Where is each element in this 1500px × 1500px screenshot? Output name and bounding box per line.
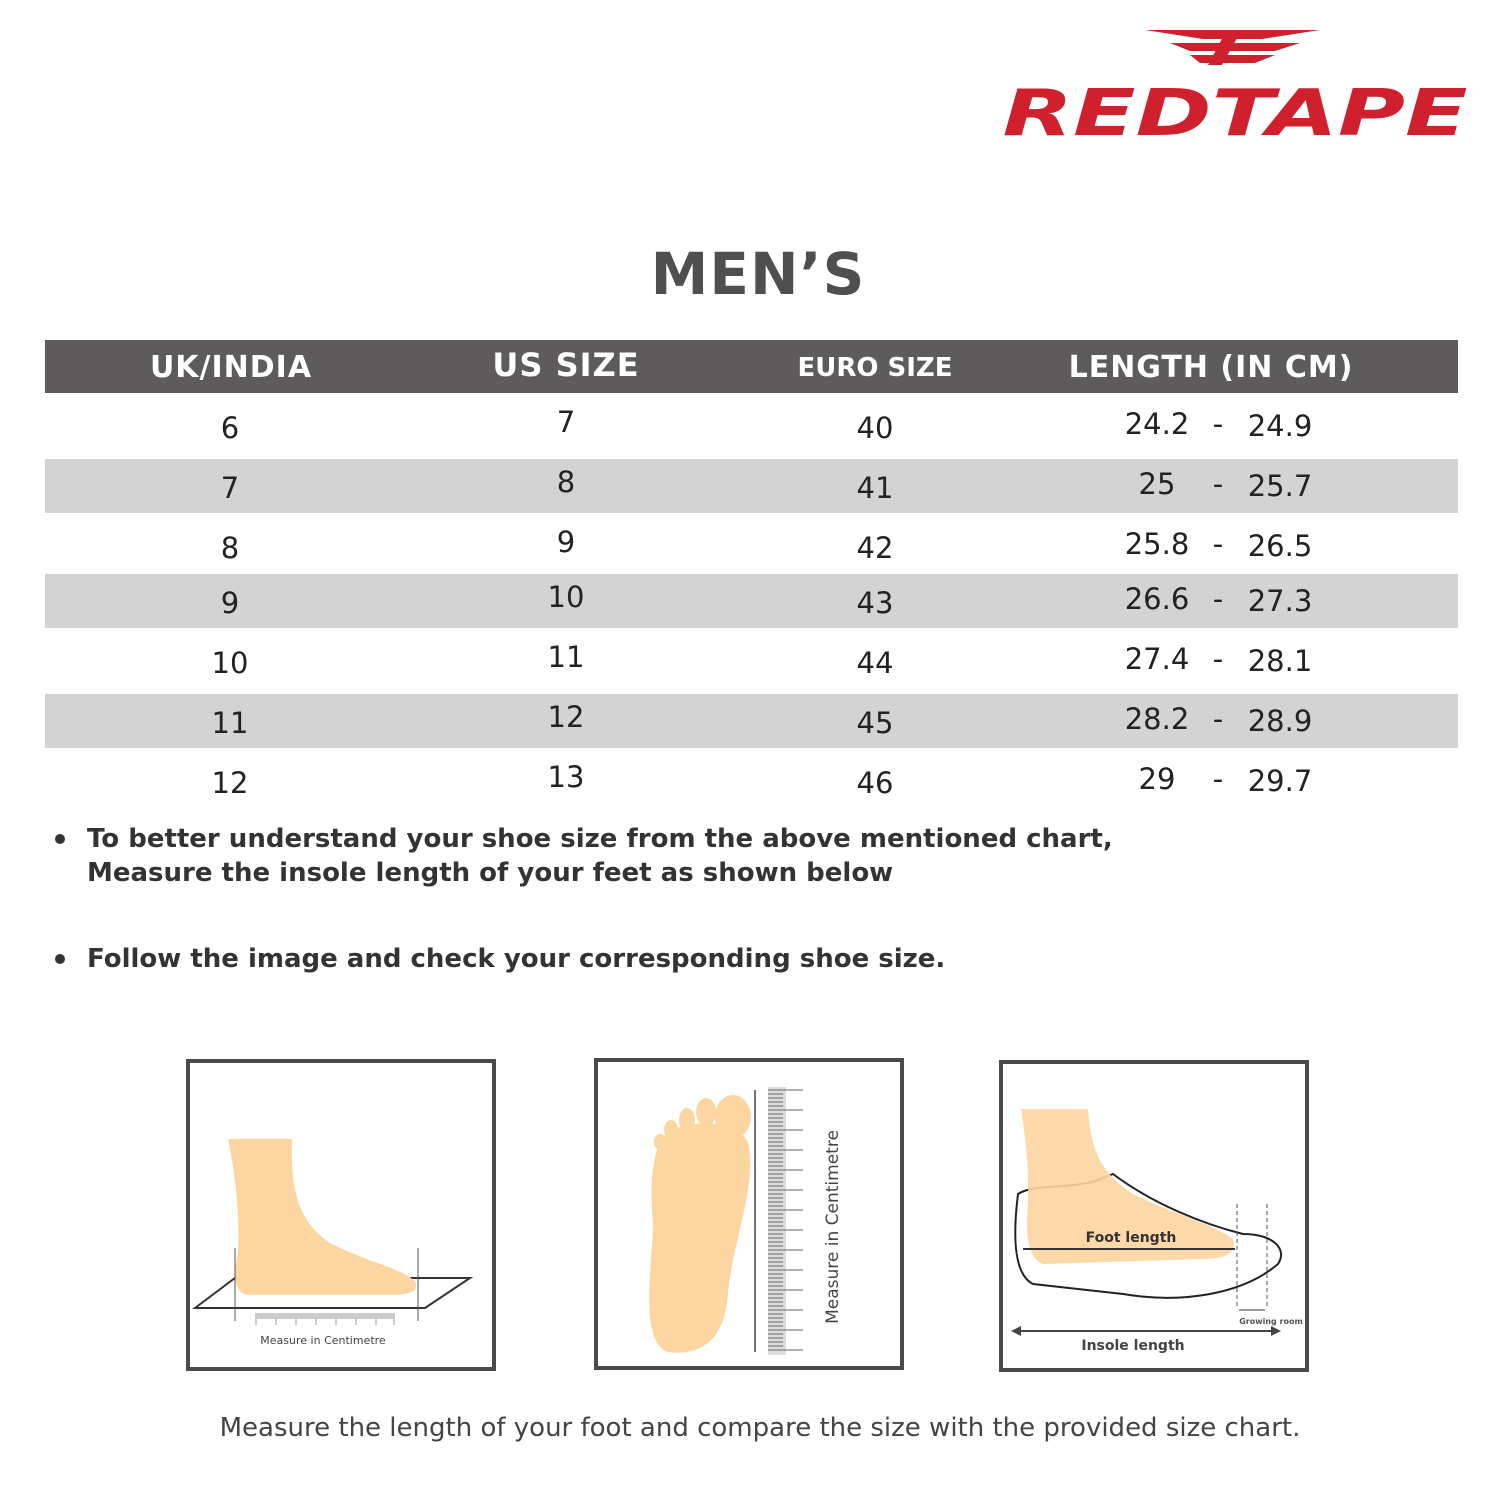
header-length: LENGTH (IN CM)	[1068, 350, 1354, 385]
cell-us: 13	[547, 760, 585, 794]
brand-wordmark: REDTAPE	[1003, 77, 1468, 140]
illustration-shoe: Foot length Growing room Insole length	[999, 1060, 1309, 1372]
foot-length-label: Foot length	[1086, 1230, 1177, 1246]
cell-separator: -	[1212, 702, 1224, 736]
foot-side-icon	[228, 1139, 417, 1295]
cell-length-min: 28.2	[1124, 702, 1190, 736]
cell-euro: 42	[856, 531, 894, 565]
cell-uk: 10	[211, 646, 249, 680]
cell-length-max: 24.9	[1247, 409, 1313, 443]
foot-sole-icon	[649, 1123, 751, 1353]
table-header: UK/INDIA US SIZE EURO SIZE LENGTH (IN CM…	[45, 340, 1458, 393]
table-row: 11 12 45 28.2-28.9	[45, 694, 1458, 748]
cell-uk: 6	[220, 411, 240, 445]
header-uk: UK/INDIA	[149, 350, 313, 385]
cell-length-max: 28.9	[1247, 704, 1313, 738]
cell-euro: 41	[856, 471, 894, 505]
table-row: 9 10 43 26.6-27.3	[45, 574, 1458, 628]
bullet-follow: Follow the image and check your correspo…	[55, 942, 945, 976]
cell-separator: -	[1212, 762, 1224, 796]
cell-separator: -	[1212, 527, 1224, 561]
cell-length-min: 25	[1138, 467, 1176, 501]
table-row: 7 8 41 25 -25.7	[45, 459, 1458, 513]
bullet-text: Follow the image and check your correspo…	[87, 944, 946, 974]
growing-room-label: Growing room	[1239, 1317, 1303, 1326]
cell-separator: -	[1212, 582, 1224, 616]
cell-euro: 40	[856, 411, 894, 445]
footer-note: Measure the length of your foot and comp…	[219, 1413, 1301, 1443]
cell-length-min: 24.2	[1124, 407, 1190, 441]
insole-length-label: Insole length	[1081, 1338, 1184, 1354]
cell-length-max: 26.5	[1247, 529, 1313, 563]
cell-uk: 9	[220, 586, 240, 620]
cell-us: 11	[547, 640, 585, 674]
bullet-dot	[55, 834, 65, 844]
cell-length-max: 25.7	[1247, 469, 1313, 503]
cell-length-max: 29.7	[1247, 764, 1313, 798]
cell-length-max: 27.3	[1247, 584, 1313, 618]
cell-euro: 43	[856, 586, 894, 620]
header-us: US SIZE	[492, 346, 640, 384]
cell-us: 8	[556, 465, 576, 499]
cell-us: 9	[556, 525, 576, 559]
bullet-dot	[55, 954, 65, 964]
cell-euro: 45	[856, 706, 894, 740]
table-row: 8 9 42 25.8-26.5	[45, 513, 1458, 574]
cell-us: 12	[547, 700, 585, 734]
table-row: 12 13 46 29 -29.7	[45, 748, 1458, 808]
illustration-sole-ruler: Measure in Centimetre	[594, 1058, 904, 1370]
measure-label: Measure in Centimetre	[823, 1130, 843, 1324]
cell-length-min: 26.6	[1124, 582, 1190, 616]
cell-uk: 12	[211, 766, 249, 800]
cell-length-min: 25.8	[1124, 527, 1190, 561]
bullet-measure: To better understand your shoe size from…	[55, 822, 1113, 890]
header-euro: EURO SIZE	[797, 353, 953, 383]
cell-separator: -	[1212, 407, 1224, 441]
cell-uk: 11	[211, 706, 249, 740]
bullet-text: To better understand your shoe size from…	[87, 824, 1113, 888]
cell-separator: -	[1212, 467, 1224, 501]
cell-length-min: 27.4	[1124, 642, 1190, 676]
cell-uk: 7	[220, 471, 240, 505]
cell-uk: 8	[220, 531, 240, 565]
cell-us: 10	[547, 580, 585, 614]
page-title: MEN’S	[650, 240, 866, 308]
illustration-side-foot: Measure in Centimetre	[186, 1059, 496, 1371]
redtape-logo: REDTAPE	[1003, 30, 1468, 140]
measure-label: Measure in Centimetre	[260, 1334, 386, 1347]
cell-separator: -	[1212, 642, 1224, 676]
cell-euro: 46	[856, 766, 894, 800]
table-row: 6 7 40 24.2-24.9	[45, 393, 1458, 459]
cell-euro: 44	[856, 646, 894, 680]
cell-length-max: 28.1	[1247, 644, 1313, 678]
table-row: 10 11 44 27.4-28.1	[45, 628, 1458, 694]
cell-length-min: 29	[1138, 762, 1176, 796]
cell-us: 7	[556, 405, 576, 439]
